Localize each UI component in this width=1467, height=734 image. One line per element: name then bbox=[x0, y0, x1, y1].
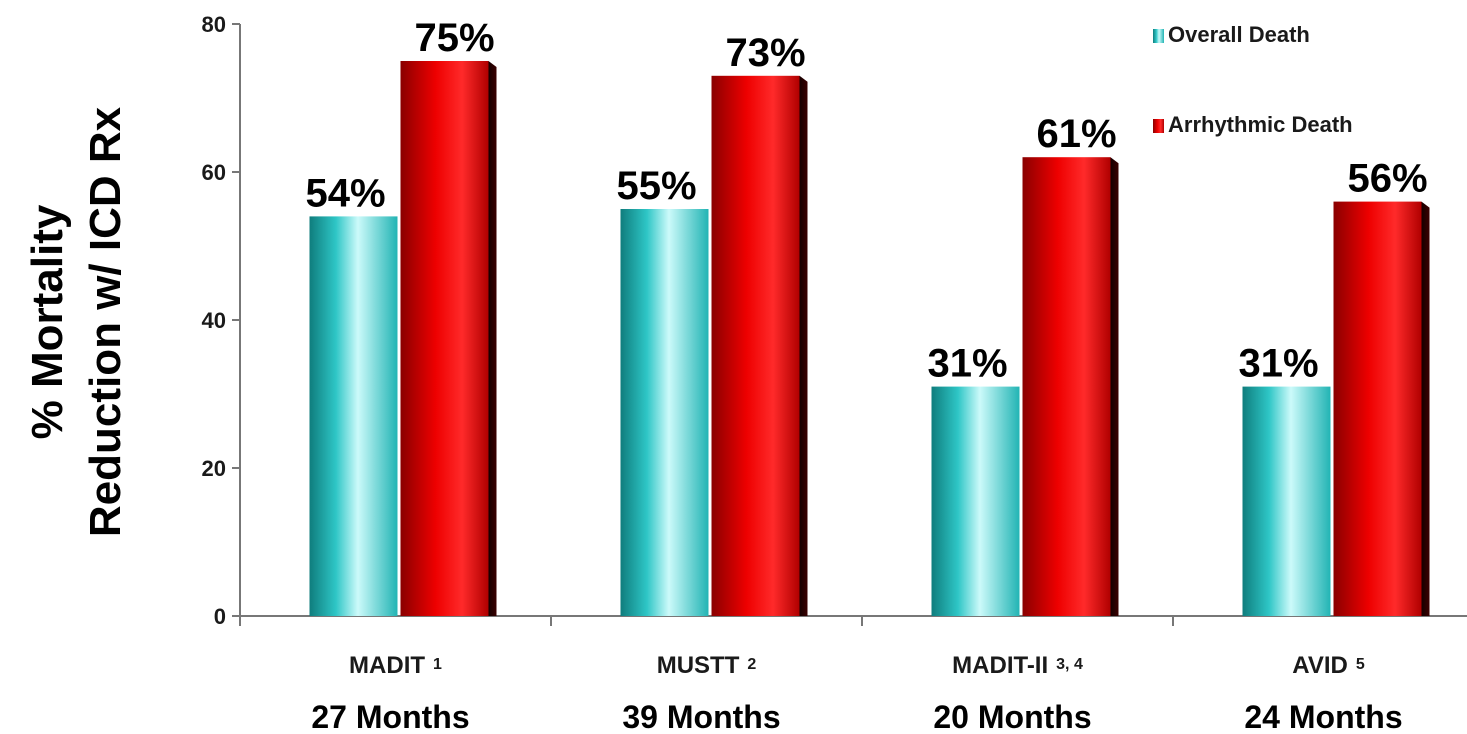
data-label: 61% bbox=[1036, 112, 1116, 156]
data-label: 73% bbox=[725, 31, 805, 75]
bar-overall-death-madit bbox=[309, 216, 398, 616]
bar-arrhythmic-death-madit bbox=[400, 61, 497, 616]
bar-side-shadow bbox=[488, 61, 497, 616]
y-tick-label: 0 bbox=[214, 604, 226, 629]
y-tick-label: 60 bbox=[202, 160, 226, 185]
bar-side-shadow bbox=[1110, 157, 1119, 616]
bar-arrhythmic-death-madit-ii bbox=[1022, 157, 1119, 616]
y-axis-label-line-2: Reduction w/ ICD Rx bbox=[81, 106, 130, 537]
category-label: MUSTT 2 bbox=[657, 652, 757, 679]
y-tick-label: 40 bbox=[202, 308, 226, 333]
data-label: 75% bbox=[414, 16, 494, 60]
bar-overall-death-mustt bbox=[620, 209, 709, 616]
legend-swatch bbox=[1153, 29, 1164, 43]
data-label: 31% bbox=[927, 342, 1007, 386]
legend-swatch bbox=[1153, 119, 1164, 133]
bar-arrhythmic-death-avid bbox=[1333, 201, 1430, 616]
category-label: MADIT 1 bbox=[349, 652, 442, 679]
bar-rect bbox=[1022, 157, 1111, 616]
data-label: 56% bbox=[1347, 157, 1427, 201]
legend: Overall Death Arrhythmic Death bbox=[1153, 22, 1353, 137]
bar-rect bbox=[1242, 386, 1331, 616]
x-axis-labels: MADIT 1 27 Months MUSTT 2 39 Months MADIT-II 3,… bbox=[311, 652, 1402, 734]
bar-overall-death-avid bbox=[1242, 386, 1331, 616]
data-label: 54% bbox=[305, 171, 385, 215]
bar-rect bbox=[931, 386, 1020, 616]
bar-overall-death-madit-ii bbox=[931, 386, 1020, 616]
category-label: AVID 5 bbox=[1292, 652, 1365, 679]
category-label: MADIT-II 3, 4 bbox=[952, 652, 1083, 679]
data-label: 31% bbox=[1238, 342, 1318, 386]
legend-label: Overall Death bbox=[1168, 22, 1310, 47]
legend-label: Arrhythmic Death bbox=[1168, 112, 1353, 137]
bar-side-shadow bbox=[1421, 201, 1430, 616]
y-tick-label: 80 bbox=[202, 12, 226, 37]
bar-side-shadow bbox=[799, 75, 808, 617]
category-duration: 20 Months bbox=[933, 699, 1091, 734]
bar-rect bbox=[309, 216, 398, 616]
bar-arrhythmic-death-mustt bbox=[711, 75, 808, 617]
y-axis-ticks: 0 20 40 60 80 bbox=[202, 12, 240, 629]
bars: 54% 75% 55% 73% 31% 61% 31% 56% bbox=[305, 16, 1430, 617]
y-axis-label-line-1: % Mortality bbox=[23, 204, 72, 439]
bar-rect bbox=[1333, 201, 1422, 616]
bar-rect bbox=[400, 61, 489, 616]
data-label: 55% bbox=[616, 164, 696, 208]
category-duration: 39 Months bbox=[622, 699, 780, 734]
category-duration: 27 Months bbox=[311, 699, 469, 734]
bar-rect bbox=[620, 209, 709, 616]
category-duration: 24 Months bbox=[1244, 699, 1402, 734]
y-tick-label: 20 bbox=[202, 456, 226, 481]
bar-rect bbox=[711, 75, 800, 617]
